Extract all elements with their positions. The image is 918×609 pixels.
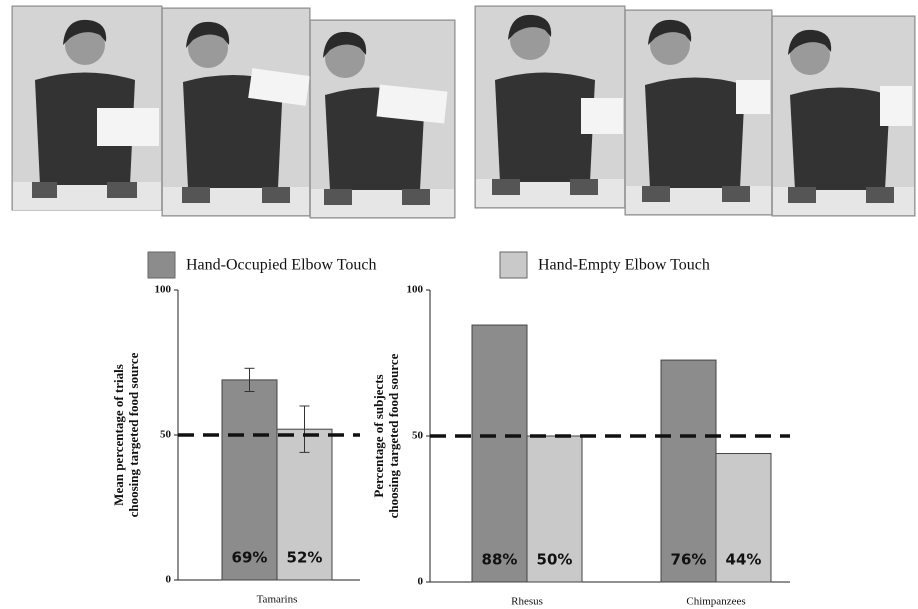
y-axis-label: Percentage of subjects <box>371 374 386 497</box>
bar <box>715 453 772 583</box>
value-label: 69% <box>232 549 268 567</box>
photo <box>11 5 163 211</box>
bar <box>660 359 717 583</box>
error-bar <box>244 367 255 392</box>
value-label: 76% <box>671 551 707 569</box>
y-axis-label: choosing targeted food source <box>386 353 401 518</box>
legend-label: Hand-Occupied Elbow Touch <box>186 257 377 274</box>
x-tick-label: Chimpanzees <box>686 596 745 608</box>
value-label: 88% <box>482 551 518 569</box>
y-axis-label: choosing targeted food source <box>126 352 141 517</box>
photo <box>161 7 311 217</box>
y-axis-label: Mean percentage of trials <box>111 364 126 506</box>
bar <box>276 428 333 581</box>
y-tick-label: 100 <box>155 284 172 296</box>
photo <box>624 9 773 216</box>
y-tick-label: 50 <box>160 429 172 441</box>
photos <box>11 5 916 219</box>
value-label: 50% <box>537 551 573 569</box>
bar <box>471 324 528 583</box>
value-label: 52% <box>287 549 323 567</box>
photo <box>771 15 916 217</box>
legend-label: Hand-Empty Elbow Touch <box>538 257 710 274</box>
y-tick-label: 0 <box>418 576 424 588</box>
value-label: 44% <box>726 551 762 569</box>
photo <box>309 19 456 219</box>
y-tick-label: 0 <box>166 574 172 586</box>
legend-swatch <box>147 251 176 279</box>
photo <box>474 5 626 209</box>
bar <box>526 435 583 583</box>
error-bar <box>299 405 310 453</box>
x-tick-label: Rhesus <box>511 596 543 608</box>
y-tick-label: 50 <box>412 430 424 442</box>
bar <box>221 379 278 581</box>
y-tick-label: 100 <box>407 284 424 296</box>
x-tick-label: Tamarins <box>257 594 298 606</box>
legend-swatch <box>499 251 528 279</box>
